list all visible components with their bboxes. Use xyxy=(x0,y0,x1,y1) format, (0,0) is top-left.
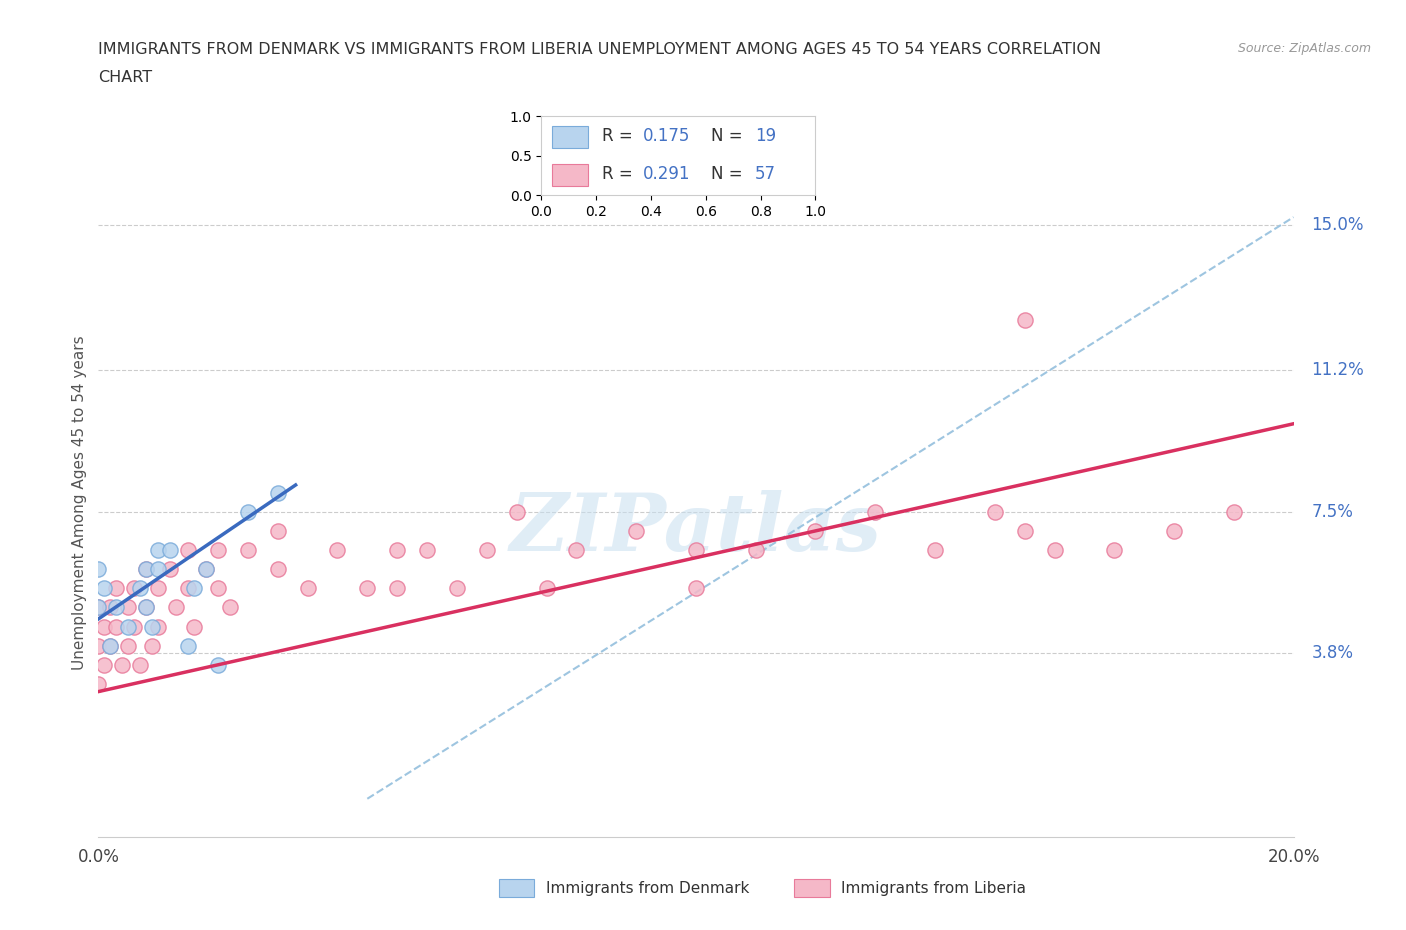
Point xyxy=(159,562,181,577)
Point xyxy=(416,542,439,557)
Point xyxy=(87,676,110,691)
Point xyxy=(267,485,290,500)
Text: CHART: CHART xyxy=(98,70,152,85)
Point xyxy=(148,542,170,557)
Point xyxy=(565,542,588,557)
Point xyxy=(87,600,110,615)
Point xyxy=(124,581,146,596)
Point xyxy=(93,581,115,596)
Point xyxy=(297,581,319,596)
Point xyxy=(385,542,409,557)
Text: IMMIGRANTS FROM DENMARK VS IMMIGRANTS FROM LIBERIA UNEMPLOYMENT AMONG AGES 45 TO: IMMIGRANTS FROM DENMARK VS IMMIGRANTS FR… xyxy=(98,42,1101,57)
Point xyxy=(159,542,181,557)
Point xyxy=(745,542,768,557)
Point xyxy=(356,581,378,596)
Point xyxy=(385,581,409,596)
Point xyxy=(105,600,128,615)
Point xyxy=(87,638,110,653)
Point xyxy=(135,600,157,615)
Point xyxy=(165,600,187,615)
Point xyxy=(105,581,128,596)
Point xyxy=(685,581,707,596)
Point xyxy=(87,562,110,577)
FancyBboxPatch shape xyxy=(553,164,588,186)
Point xyxy=(141,619,163,634)
Point xyxy=(326,542,349,557)
Point xyxy=(177,542,200,557)
Point xyxy=(475,542,498,557)
Point xyxy=(177,581,200,596)
FancyBboxPatch shape xyxy=(553,126,588,148)
Point xyxy=(1163,524,1185,538)
Point xyxy=(207,658,229,672)
Point xyxy=(141,638,163,653)
Text: 7.5%: 7.5% xyxy=(1312,503,1354,521)
Point xyxy=(98,600,122,615)
Point xyxy=(267,562,290,577)
Point xyxy=(506,504,529,519)
Point xyxy=(135,600,157,615)
Point xyxy=(117,600,139,615)
Point xyxy=(865,504,887,519)
Point xyxy=(194,562,218,577)
Point xyxy=(219,600,242,615)
Text: 3.8%: 3.8% xyxy=(1312,644,1354,662)
Point xyxy=(98,638,122,653)
Text: 15.0%: 15.0% xyxy=(1312,216,1364,233)
Point xyxy=(177,638,200,653)
Point xyxy=(983,504,1005,519)
Point xyxy=(135,562,157,577)
Point xyxy=(685,542,707,557)
Point xyxy=(624,524,647,538)
Point xyxy=(446,581,468,596)
Point xyxy=(124,619,146,634)
Point xyxy=(1014,313,1036,328)
Point xyxy=(148,619,170,634)
Text: 19: 19 xyxy=(755,127,776,145)
Point xyxy=(87,600,110,615)
Point xyxy=(93,658,115,672)
Point xyxy=(1014,524,1036,538)
Point xyxy=(105,619,128,634)
Point xyxy=(148,581,170,596)
Point xyxy=(207,542,229,557)
Point xyxy=(1104,542,1126,557)
Point xyxy=(111,658,134,672)
Point xyxy=(236,542,259,557)
Point xyxy=(117,619,139,634)
Point xyxy=(183,581,205,596)
Text: R =: R = xyxy=(602,127,638,145)
Point xyxy=(536,581,558,596)
Text: 0.175: 0.175 xyxy=(643,127,690,145)
Text: 11.2%: 11.2% xyxy=(1312,361,1364,379)
Point xyxy=(148,562,170,577)
Point xyxy=(117,638,139,653)
Point xyxy=(1223,504,1246,519)
Point xyxy=(236,504,259,519)
Point xyxy=(1043,542,1066,557)
Point xyxy=(207,581,229,596)
Text: ZIPatlas: ZIPatlas xyxy=(510,490,882,567)
Point xyxy=(194,562,218,577)
Text: N =: N = xyxy=(711,166,748,183)
Point xyxy=(129,581,152,596)
Text: 57: 57 xyxy=(755,166,776,183)
Text: Immigrants from Denmark: Immigrants from Denmark xyxy=(546,881,749,896)
Y-axis label: Unemployment Among Ages 45 to 54 years: Unemployment Among Ages 45 to 54 years xyxy=(72,335,87,670)
Point xyxy=(924,542,946,557)
Point xyxy=(129,658,152,672)
Text: N =: N = xyxy=(711,127,748,145)
Text: 0.291: 0.291 xyxy=(643,166,690,183)
Text: Immigrants from Liberia: Immigrants from Liberia xyxy=(841,881,1026,896)
Point xyxy=(267,524,290,538)
Text: R =: R = xyxy=(602,166,638,183)
Text: Source: ZipAtlas.com: Source: ZipAtlas.com xyxy=(1237,42,1371,55)
Point xyxy=(135,562,157,577)
Point xyxy=(93,619,115,634)
Point xyxy=(183,619,205,634)
Point xyxy=(98,638,122,653)
Point xyxy=(804,524,827,538)
